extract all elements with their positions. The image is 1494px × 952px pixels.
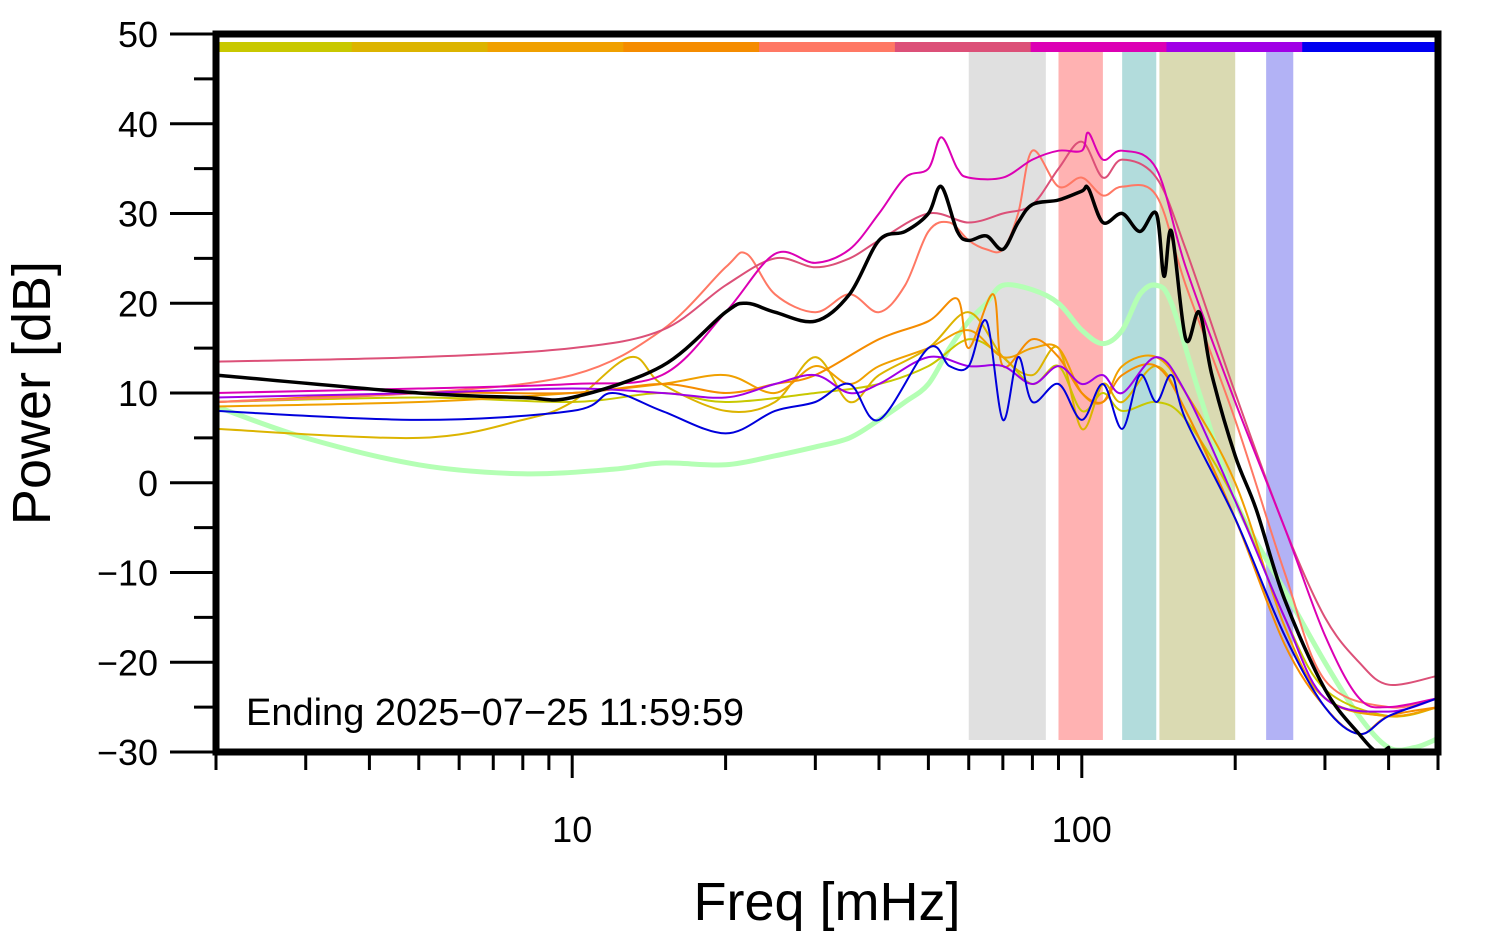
spectrum-line-1 bbox=[213, 282, 1441, 753]
spectrum-line-10 bbox=[215, 319, 1439, 736]
y-tick-label-3: 30 bbox=[118, 194, 158, 235]
x-tick-label-2: 100 bbox=[1052, 809, 1112, 850]
x-axis-title: Freq [mHz] bbox=[693, 872, 960, 932]
top-bar-segment-7 bbox=[1030, 42, 1167, 52]
frequency-bands bbox=[968, 52, 1294, 740]
spectrum-line-3 bbox=[215, 311, 1439, 718]
frequency-band-1 bbox=[968, 52, 1046, 740]
y-tick-label-6: 0 bbox=[138, 463, 158, 504]
y-tick-label-2: 40 bbox=[118, 104, 158, 145]
chart-annotation: Ending 2025−07−25 11:59:59 bbox=[246, 692, 744, 734]
top-bar-segment-6 bbox=[894, 42, 1032, 52]
top-bar-segment-2 bbox=[351, 42, 489, 52]
spectrum-line-6 bbox=[215, 149, 1439, 709]
y-axis-ticks: 50 40 30 20 10 0 −10 −20 −30 bbox=[97, 14, 216, 773]
top-bar-segment-4 bbox=[623, 42, 760, 52]
spectrum-line-9 bbox=[215, 355, 1439, 713]
top-bar-segment-3 bbox=[487, 42, 624, 52]
x-tick-label-1: 10 bbox=[552, 809, 592, 850]
y-axis-title: Power [dB] bbox=[2, 261, 62, 525]
spectrum-lines bbox=[213, 131, 1441, 755]
x-axis-ticks: 10 100 bbox=[214, 752, 1440, 850]
y-tick-label-9: −30 bbox=[97, 732, 158, 773]
y-tick-label-5: 10 bbox=[118, 373, 158, 414]
spectrum-line-5 bbox=[215, 293, 1439, 736]
top-bar-segment-1 bbox=[216, 42, 353, 52]
y-tick-label-8: −20 bbox=[97, 642, 158, 683]
spectrum-line-11 bbox=[214, 184, 1391, 755]
frequency-band-4 bbox=[1159, 52, 1236, 740]
y-tick-label-7: −10 bbox=[97, 553, 158, 594]
spectrum-line-7 bbox=[215, 140, 1439, 687]
top-bar-segment-8 bbox=[1166, 42, 1303, 52]
y-tick-label-1: 50 bbox=[118, 14, 158, 55]
top-bar-segment-9 bbox=[1302, 42, 1439, 52]
top-color-bar bbox=[216, 42, 1439, 52]
spectrum-line-8 bbox=[215, 131, 1439, 709]
top-bar-segment-5 bbox=[759, 42, 896, 52]
y-tick-label-4: 20 bbox=[118, 283, 158, 324]
